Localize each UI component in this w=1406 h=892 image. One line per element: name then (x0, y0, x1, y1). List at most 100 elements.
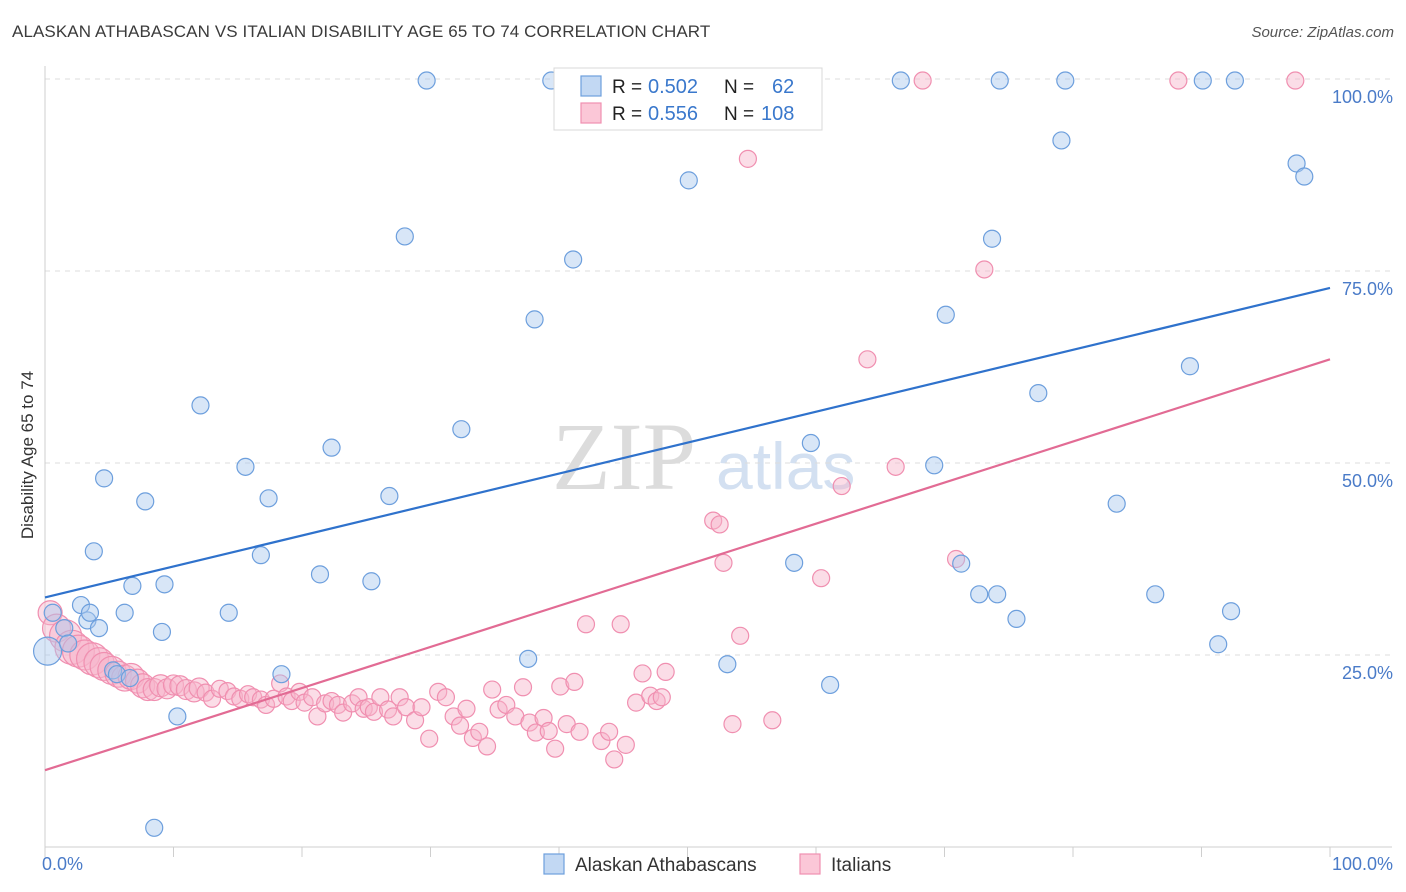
italians-point-71 (513, 678, 533, 697)
italians-point-19 (162, 674, 185, 696)
chart-title: ALASKAN ATHABASCAN VS ITALIAN DISABILITY… (12, 22, 711, 41)
alaskan-point-51 (1029, 384, 1048, 403)
italians-point-79 (565, 672, 584, 691)
alaskan-point-18 (155, 575, 174, 594)
alaskan-point-29 (380, 486, 399, 506)
italians-point-102 (858, 350, 877, 369)
legend-swatch-italians (580, 102, 602, 124)
italians-point-98 (738, 149, 757, 168)
alaskan-point-57 (1193, 71, 1212, 90)
alaskan-point-56 (1180, 357, 1200, 376)
alaskan-point-30 (395, 227, 414, 246)
alaskan-point-7 (89, 619, 109, 638)
italians-point-62 (450, 716, 470, 735)
legend-swatch-alaskan-bottom (543, 853, 565, 875)
axes (44, 66, 1392, 857)
legend-n-value-2: 108 (761, 103, 794, 125)
alaskan-point-1 (43, 603, 62, 622)
italians-point-96 (723, 715, 742, 734)
alaskan-point-9 (95, 469, 114, 488)
alaskan-point-25 (272, 665, 291, 684)
y-tick-label-100: 100.0% (1332, 87, 1393, 107)
legend-label-italians: Italians (831, 855, 891, 876)
italians-point-92 (656, 662, 675, 681)
alaskan-point-43 (925, 456, 944, 475)
italians-point-67 (483, 680, 502, 699)
italians-point-106 (975, 260, 994, 279)
alaskan-point-0 (32, 636, 63, 666)
italians-point-85 (611, 615, 630, 634)
italians-point-65 (470, 722, 489, 741)
italians-point-25 (202, 689, 222, 708)
trend-lines (44, 286, 1331, 772)
alaskan-point-44 (936, 305, 955, 324)
italians-point-66 (477, 737, 497, 756)
italians-point-94 (710, 515, 729, 534)
alaskan-point-45 (952, 554, 971, 573)
y-tick-label-25: 25.0% (1342, 663, 1393, 683)
alaskan-point-3 (59, 634, 78, 653)
alaskan-point-33 (519, 649, 538, 668)
alaskan-point-50 (1007, 609, 1026, 629)
watermark-zip: ZIP (552, 403, 696, 510)
alaskan-point-58 (1209, 635, 1228, 654)
y-axis-title: Disability Age 65 to 74 (18, 371, 37, 539)
italians-point-86 (616, 735, 635, 754)
italians-point-107 (1169, 71, 1188, 90)
trend-line-alaskan (44, 286, 1331, 599)
italians-point-53 (384, 707, 403, 726)
italians-point-75 (539, 721, 558, 741)
correlation-legend: R = 0.502 N = 62 R = 0.556 N = 108 (553, 67, 823, 131)
alaskan-point-32 (452, 420, 471, 439)
italians-point-101 (832, 476, 851, 496)
italians-point-91 (652, 688, 671, 707)
y-tick-label-50: 50.0% (1342, 471, 1393, 491)
alaskan-point-37 (679, 171, 698, 190)
alaskan-point-49 (990, 71, 1009, 90)
alaskan-point-59 (1221, 602, 1241, 621)
legend-r-label-1: R = (612, 77, 642, 98)
alaskan-point-19 (168, 707, 187, 726)
legend-n-label-1: N = (724, 77, 754, 98)
italians-point-76 (546, 739, 565, 758)
italians-point-15 (136, 677, 160, 702)
italians-point-18 (156, 678, 178, 700)
series-legend: Alaskan Athabascans Italians (543, 853, 891, 876)
italians-point-83 (600, 722, 619, 741)
alaskan-point-54 (1107, 494, 1126, 513)
alaskan-point-40 (801, 433, 820, 453)
alaskan-point-46 (970, 585, 989, 604)
y-tick-label-75: 75.0% (1342, 279, 1393, 299)
alaskan-point-38 (718, 655, 737, 674)
italians-point-104 (913, 71, 932, 90)
alaskan-point-52 (1052, 131, 1071, 150)
watermark-atlas: atlas (716, 429, 855, 503)
alaskan-point-13 (120, 668, 139, 688)
gridlines (45, 78, 1392, 656)
legend-swatch-italians-bottom (799, 853, 821, 875)
italians-point-0 (37, 600, 63, 626)
alaskan-point-53 (1056, 71, 1075, 90)
italians-point-55 (396, 698, 416, 717)
italians-point-77 (551, 677, 570, 696)
italians-point-88 (633, 664, 652, 683)
italians-point-84 (605, 750, 624, 769)
alaskan-point-14 (123, 576, 142, 595)
italians-point-99 (763, 711, 782, 730)
source-credit: Source: ZipAtlas.com (1251, 24, 1394, 41)
legend-label-alaskan: Alaskan Athabascans (575, 855, 757, 876)
alaskan-point-26 (310, 565, 330, 584)
italians-point-103 (886, 457, 905, 476)
italians-point-82 (592, 731, 611, 751)
legend-r-label-2: R = (612, 104, 642, 125)
legend-swatch-alaskan (580, 75, 602, 97)
alaskan-point-62 (1295, 167, 1314, 186)
alaskan-point-8 (84, 542, 103, 561)
alaskan-point-34 (525, 310, 544, 329)
alaskan-point-17 (152, 622, 172, 642)
tick-labels: 25.0% 50.0% 75.0% 100.0% 0.0% 100.0% (42, 87, 1393, 874)
alaskan-point-47 (982, 229, 1002, 248)
italians-point-81 (576, 615, 596, 634)
alaskan-point-24 (259, 489, 278, 508)
